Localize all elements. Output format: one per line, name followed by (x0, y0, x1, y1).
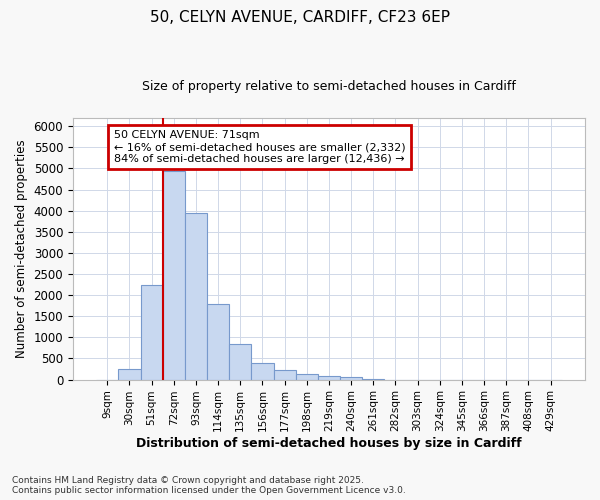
Bar (251, 362, 274, 380)
Text: 50 CELYN AVENUE: 71sqm
← 16% of semi-detached houses are smaller (2,332)
84% of : 50 CELYN AVENUE: 71sqm ← 16% of semi-det… (114, 130, 406, 164)
Text: 50, CELYN AVENUE, CARDIFF, CF23 6EP: 50, CELYN AVENUE, CARDIFF, CF23 6EP (150, 10, 450, 25)
Title: Size of property relative to semi-detached houses in Cardiff: Size of property relative to semi-detach… (142, 80, 516, 93)
Bar (207, 304, 229, 380)
Bar (118, 369, 140, 380)
Bar (140, 284, 163, 380)
Bar (362, 378, 385, 380)
Bar (274, 370, 296, 380)
Bar (229, 344, 251, 380)
Bar (340, 377, 362, 380)
Bar (185, 213, 207, 380)
Bar (163, 170, 185, 380)
Bar (318, 376, 340, 380)
Text: Contains HM Land Registry data © Crown copyright and database right 2025.
Contai: Contains HM Land Registry data © Crown c… (12, 476, 406, 495)
Bar (296, 374, 318, 380)
X-axis label: Distribution of semi-detached houses by size in Cardiff: Distribution of semi-detached houses by … (136, 437, 522, 450)
Y-axis label: Number of semi-detached properties: Number of semi-detached properties (15, 140, 28, 358)
